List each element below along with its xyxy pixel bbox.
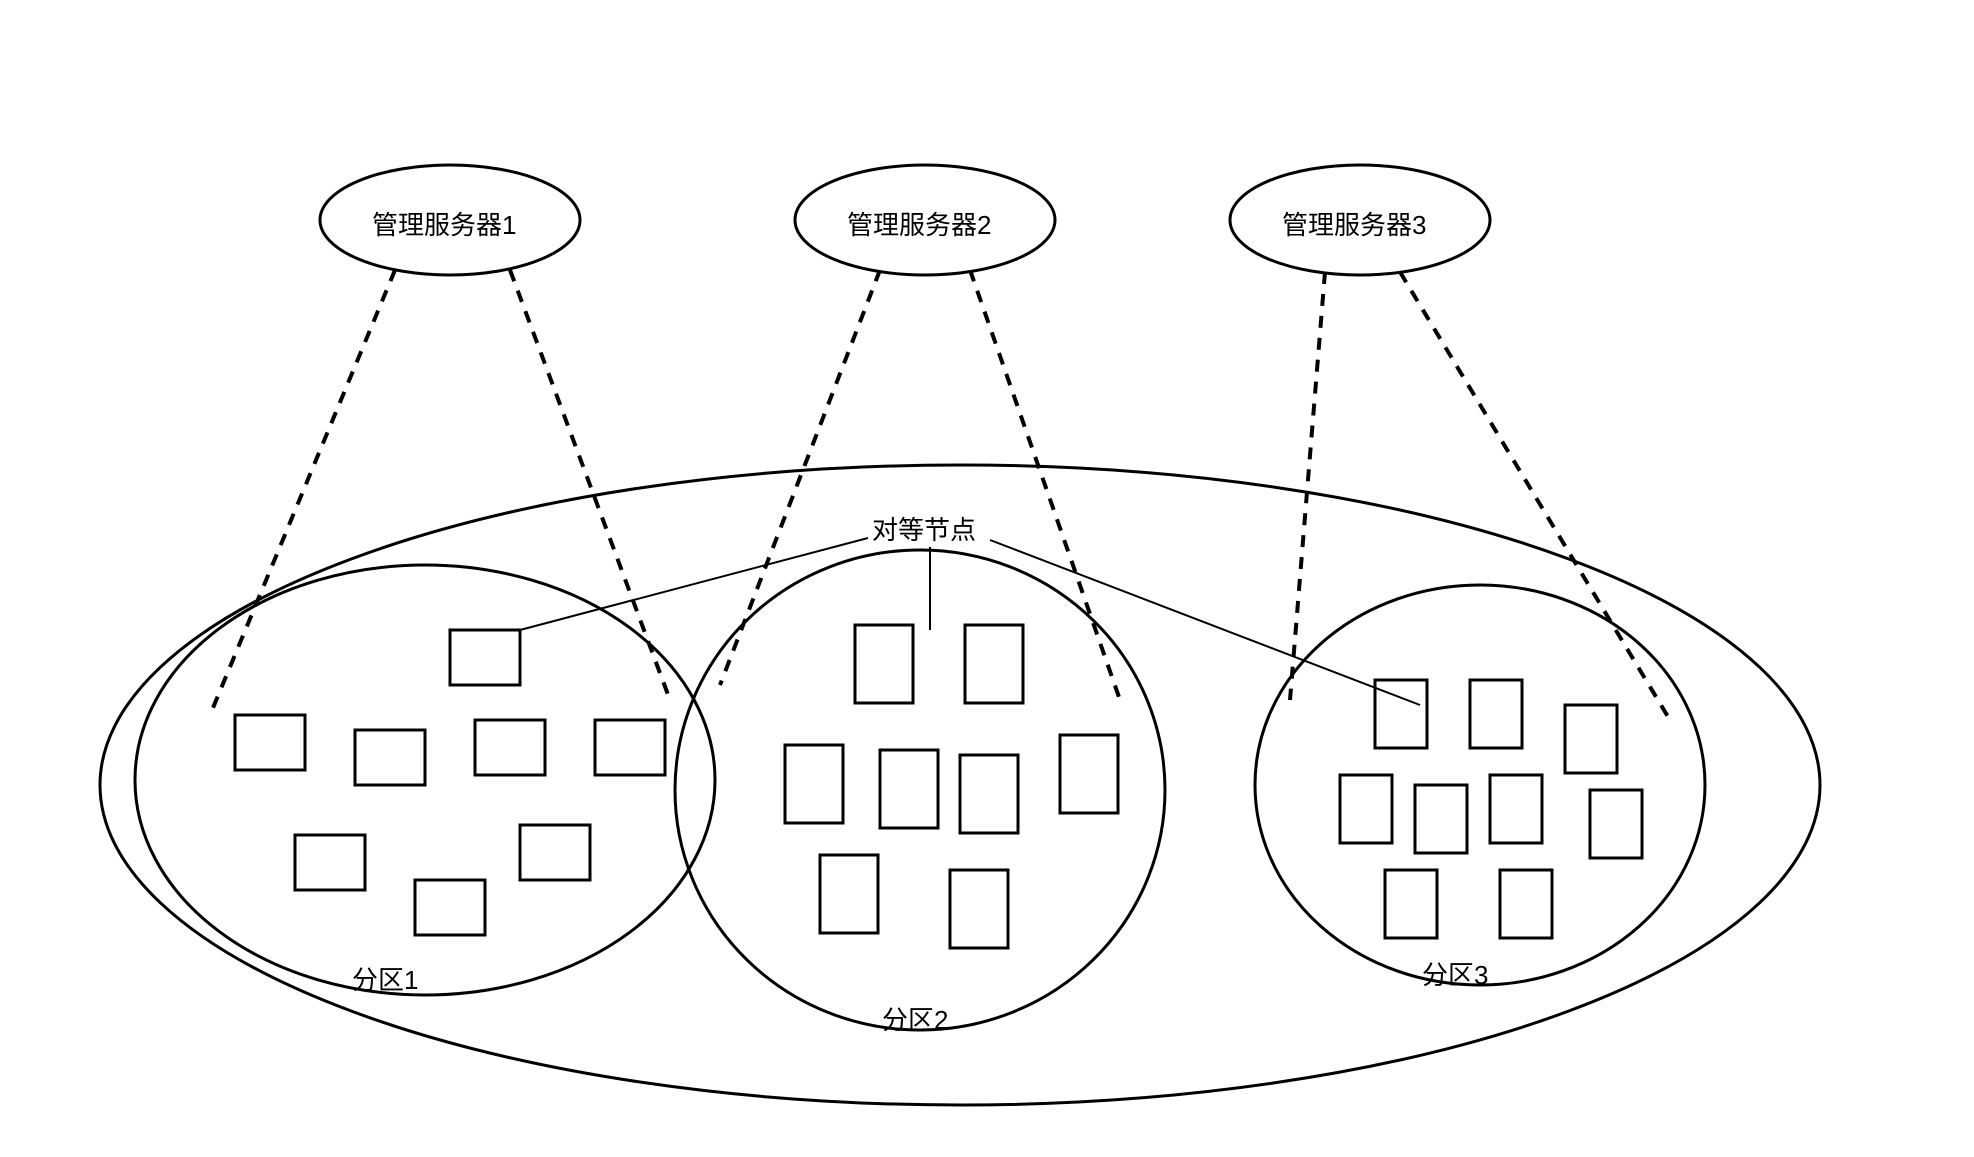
peer-node (820, 855, 878, 933)
peer-node (595, 720, 665, 775)
server-link (510, 270, 670, 700)
peer-node (1340, 775, 1392, 843)
peer-node (520, 825, 590, 880)
peer-node (1470, 680, 1522, 748)
server-link (210, 270, 395, 715)
peer-node (295, 835, 365, 890)
peer-node (1565, 705, 1617, 773)
partition-label: 分区3 (1420, 955, 1490, 992)
peer-node (1415, 785, 1467, 853)
peer-node (965, 625, 1023, 703)
server-link (720, 270, 880, 685)
peer-node (235, 715, 305, 770)
label-pointer (990, 540, 1420, 705)
peer-node (1060, 735, 1118, 813)
peer-node (475, 720, 545, 775)
server-link (1290, 272, 1325, 700)
partition-label: 分区2 (880, 1000, 950, 1037)
peer-node (1590, 790, 1642, 858)
peer-node (880, 750, 938, 828)
partition-label: 分区1 (350, 960, 420, 997)
diagram-canvas (0, 0, 1974, 1157)
peer-node (415, 880, 485, 935)
peer-label: 对等节点 (870, 510, 978, 547)
peer-node (1500, 870, 1552, 938)
server-label: 管理服务器3 (1280, 205, 1428, 242)
peer-node (785, 745, 843, 823)
peer-node (960, 755, 1018, 833)
peer-node (1490, 775, 1542, 843)
server-label: 管理服务器1 (370, 205, 518, 242)
peer-node (1385, 870, 1437, 938)
peer-node (355, 730, 425, 785)
server-label: 管理服务器2 (845, 205, 993, 242)
peer-node (450, 630, 520, 685)
peer-node (950, 870, 1008, 948)
partition-p3 (1255, 585, 1705, 985)
peer-node (855, 625, 913, 703)
label-pointer (520, 538, 868, 630)
server-link (1400, 272, 1670, 720)
